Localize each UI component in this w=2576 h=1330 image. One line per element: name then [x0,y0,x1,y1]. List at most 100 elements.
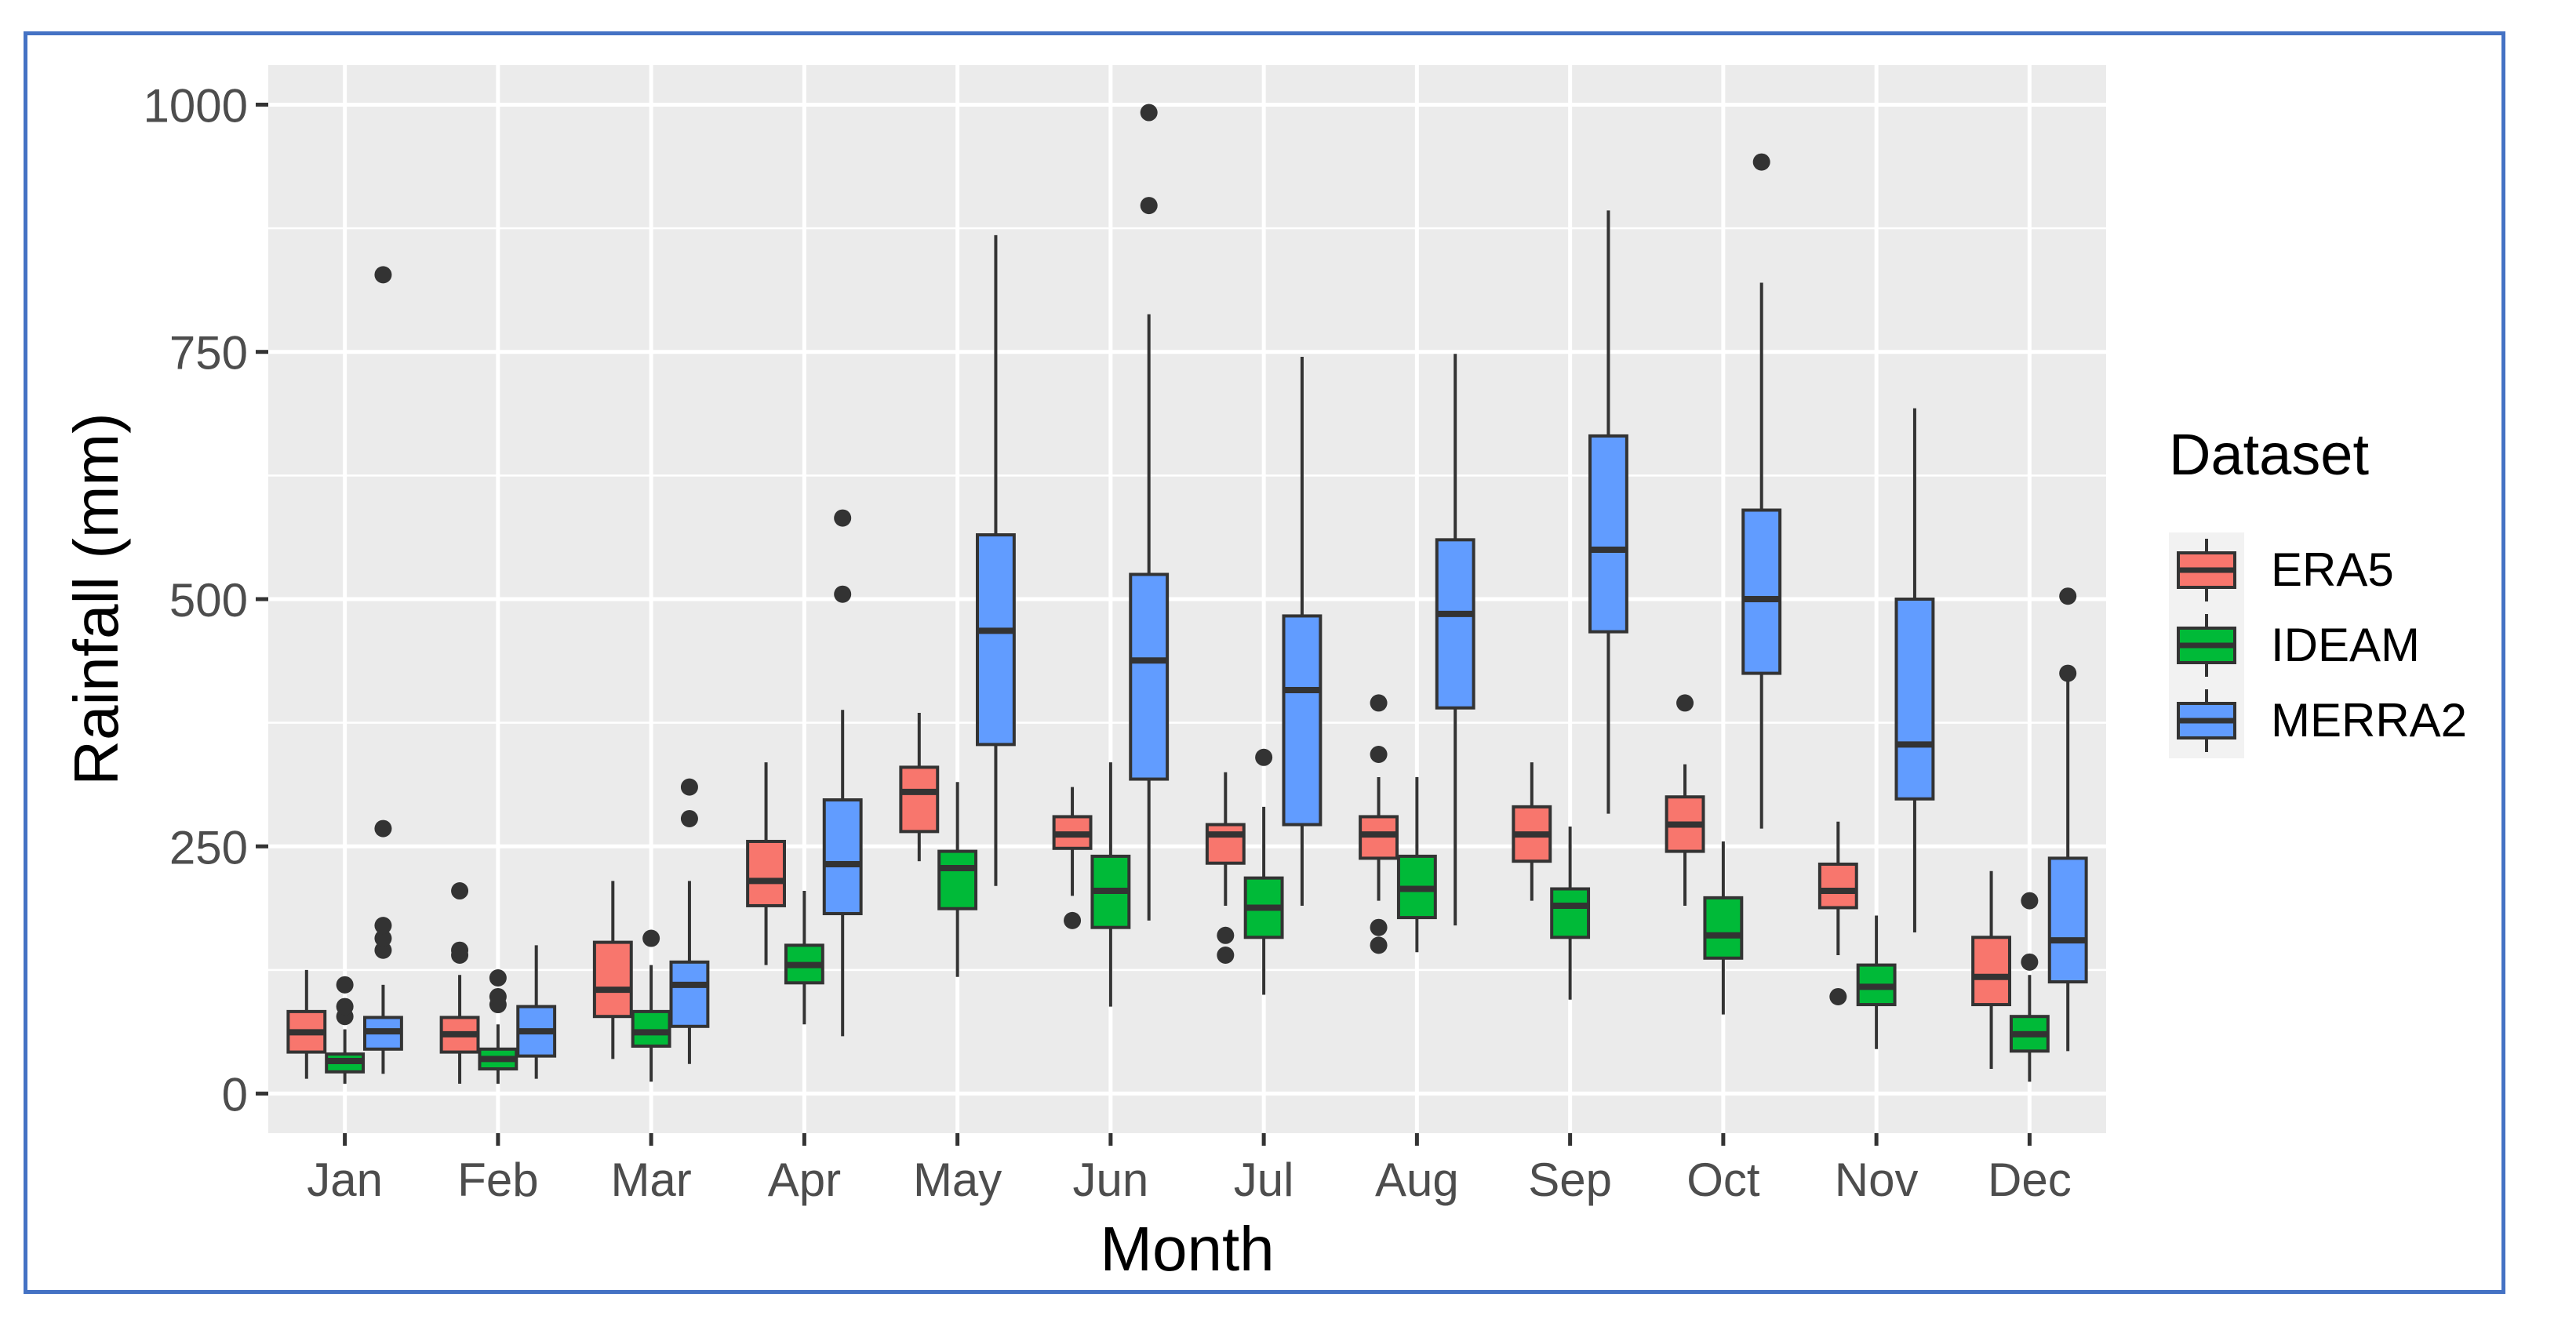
legend-label: MERRA2 [2271,694,2467,747]
outlier-point [1217,947,1235,964]
axes: 0 250 500 750 1000 Jan Feb Mar Apr May Jun Jul Aug Se… [144,79,2072,1206]
legend-label: ERA5 [2271,543,2394,596]
outlier-point [1370,918,1388,936]
box-body [1282,614,1323,827]
outlier-point [2059,664,2077,682]
box-body [1894,598,1935,801]
box-era5-aug [1359,694,1399,954]
x-tick-label: Sep [1528,1154,1612,1206]
outlier-point [374,917,392,935]
outlier-point [1676,694,1694,712]
box-era5-mar [592,881,633,1059]
box-body [899,765,940,834]
x-tick-label: Jun [1073,1154,1149,1206]
box-body [1588,434,1628,634]
outlier-point [1829,987,1847,1005]
outlier-point [1255,748,1273,766]
box-ideam-jun [1090,762,1131,1007]
box-merra2-jun [1129,104,1170,921]
outlier-point [1370,694,1388,712]
box-body [1435,538,1475,710]
box-body [669,960,710,1028]
x-tick-label: Jan [307,1154,383,1206]
box-era5-apr [746,762,786,965]
box-body [1129,572,1170,781]
outlier-point [1752,153,1770,171]
box-body [1817,862,1858,910]
box-ideam-oct [1703,841,1744,1015]
box-merra2-nov [1894,408,1935,932]
box-ideam-sep [1550,827,1591,1000]
x-tick-label: Aug [1375,1154,1459,1206]
box-body [631,1009,671,1048]
box-body [1703,896,1744,960]
box-body [592,940,633,1019]
box-ideam-mar [631,929,671,1082]
y-tick-label: 0 [222,1069,248,1121]
box-body [937,849,978,910]
box-ideam-apr [784,891,824,1025]
box-merra2-oct [1741,153,1782,829]
boxes [286,104,2088,1084]
box-merra2-apr [822,509,863,1037]
box-era5-sep [1512,762,1552,901]
x-tick-label: Apr [768,1154,841,1206]
y-tick-label: 250 [169,821,248,874]
box-merra2-mar [669,778,710,1064]
box-ideam-aug [1396,777,1437,953]
y-tick-label: 750 [169,327,248,380]
box-body [1971,936,2011,1007]
box-body [1741,508,1782,675]
box-body [1550,887,1591,939]
legend-item-ideam: IDEAM [2169,608,2420,683]
outlier-point [1370,745,1388,763]
x-axis-title: Month [1100,1214,1274,1284]
legend: Dataset ERA5 IDEAM MERRA2 [2169,422,2467,758]
outlier-point [1217,926,1235,944]
outlier-point [834,585,852,603]
box-era5-feb [439,882,480,1084]
legend-title: Dataset [2169,422,2369,487]
x-tick-label: Oct [1686,1154,1760,1206]
outlier-point [2021,892,2039,910]
box-body [976,533,1016,747]
outlier-point [1140,104,1158,122]
box-ideam-jul [1243,748,1284,995]
outlier-point [374,819,392,838]
box-merra2-dec [2047,587,2088,1052]
x-tick-label: Feb [457,1154,538,1206]
outlier-point [680,778,698,796]
box-merra2-aug [1435,354,1475,926]
box-body [2047,856,2088,984]
y-tick-label: 1000 [144,79,248,132]
box-body [822,798,863,916]
outlier-point [680,809,698,827]
x-tick-label: Nov [1835,1154,1919,1206]
outlier-point [451,882,469,900]
outlier-point [336,998,354,1016]
outlier-point [489,987,507,1005]
box-ideam-may [937,782,978,977]
figure-frame: 0 250 500 750 1000 Jan Feb Mar Apr May Jun Jul Aug Se… [24,31,2505,1294]
legend-item-era5: ERA5 [2169,532,2394,608]
box-body [1205,823,1246,865]
outlier-point [374,941,392,959]
y-tick-label: 500 [169,574,248,627]
box-era5-nov [1817,821,1858,1005]
box-ideam-feb [478,969,518,1084]
box-era5-oct [1665,694,1705,906]
box-merra2-feb [516,945,557,1079]
box-ideam-dec [2009,892,2050,1082]
x-tick-label: Mar [610,1154,691,1206]
x-tick-label: Jul [1234,1154,1294,1206]
box-era5-dec [1971,870,2011,1070]
outlier-point [374,266,392,284]
box-merra2-jan [363,266,403,1074]
outlier-point [336,976,354,994]
box-merra2-jul [1282,357,1323,906]
legend-label: IDEAM [2271,619,2420,671]
box-era5-may [899,713,940,862]
box-era5-jan [286,969,327,1079]
box-era5-jun [1052,787,1093,929]
y-axis-title: Rainfall (mm) [61,412,131,786]
